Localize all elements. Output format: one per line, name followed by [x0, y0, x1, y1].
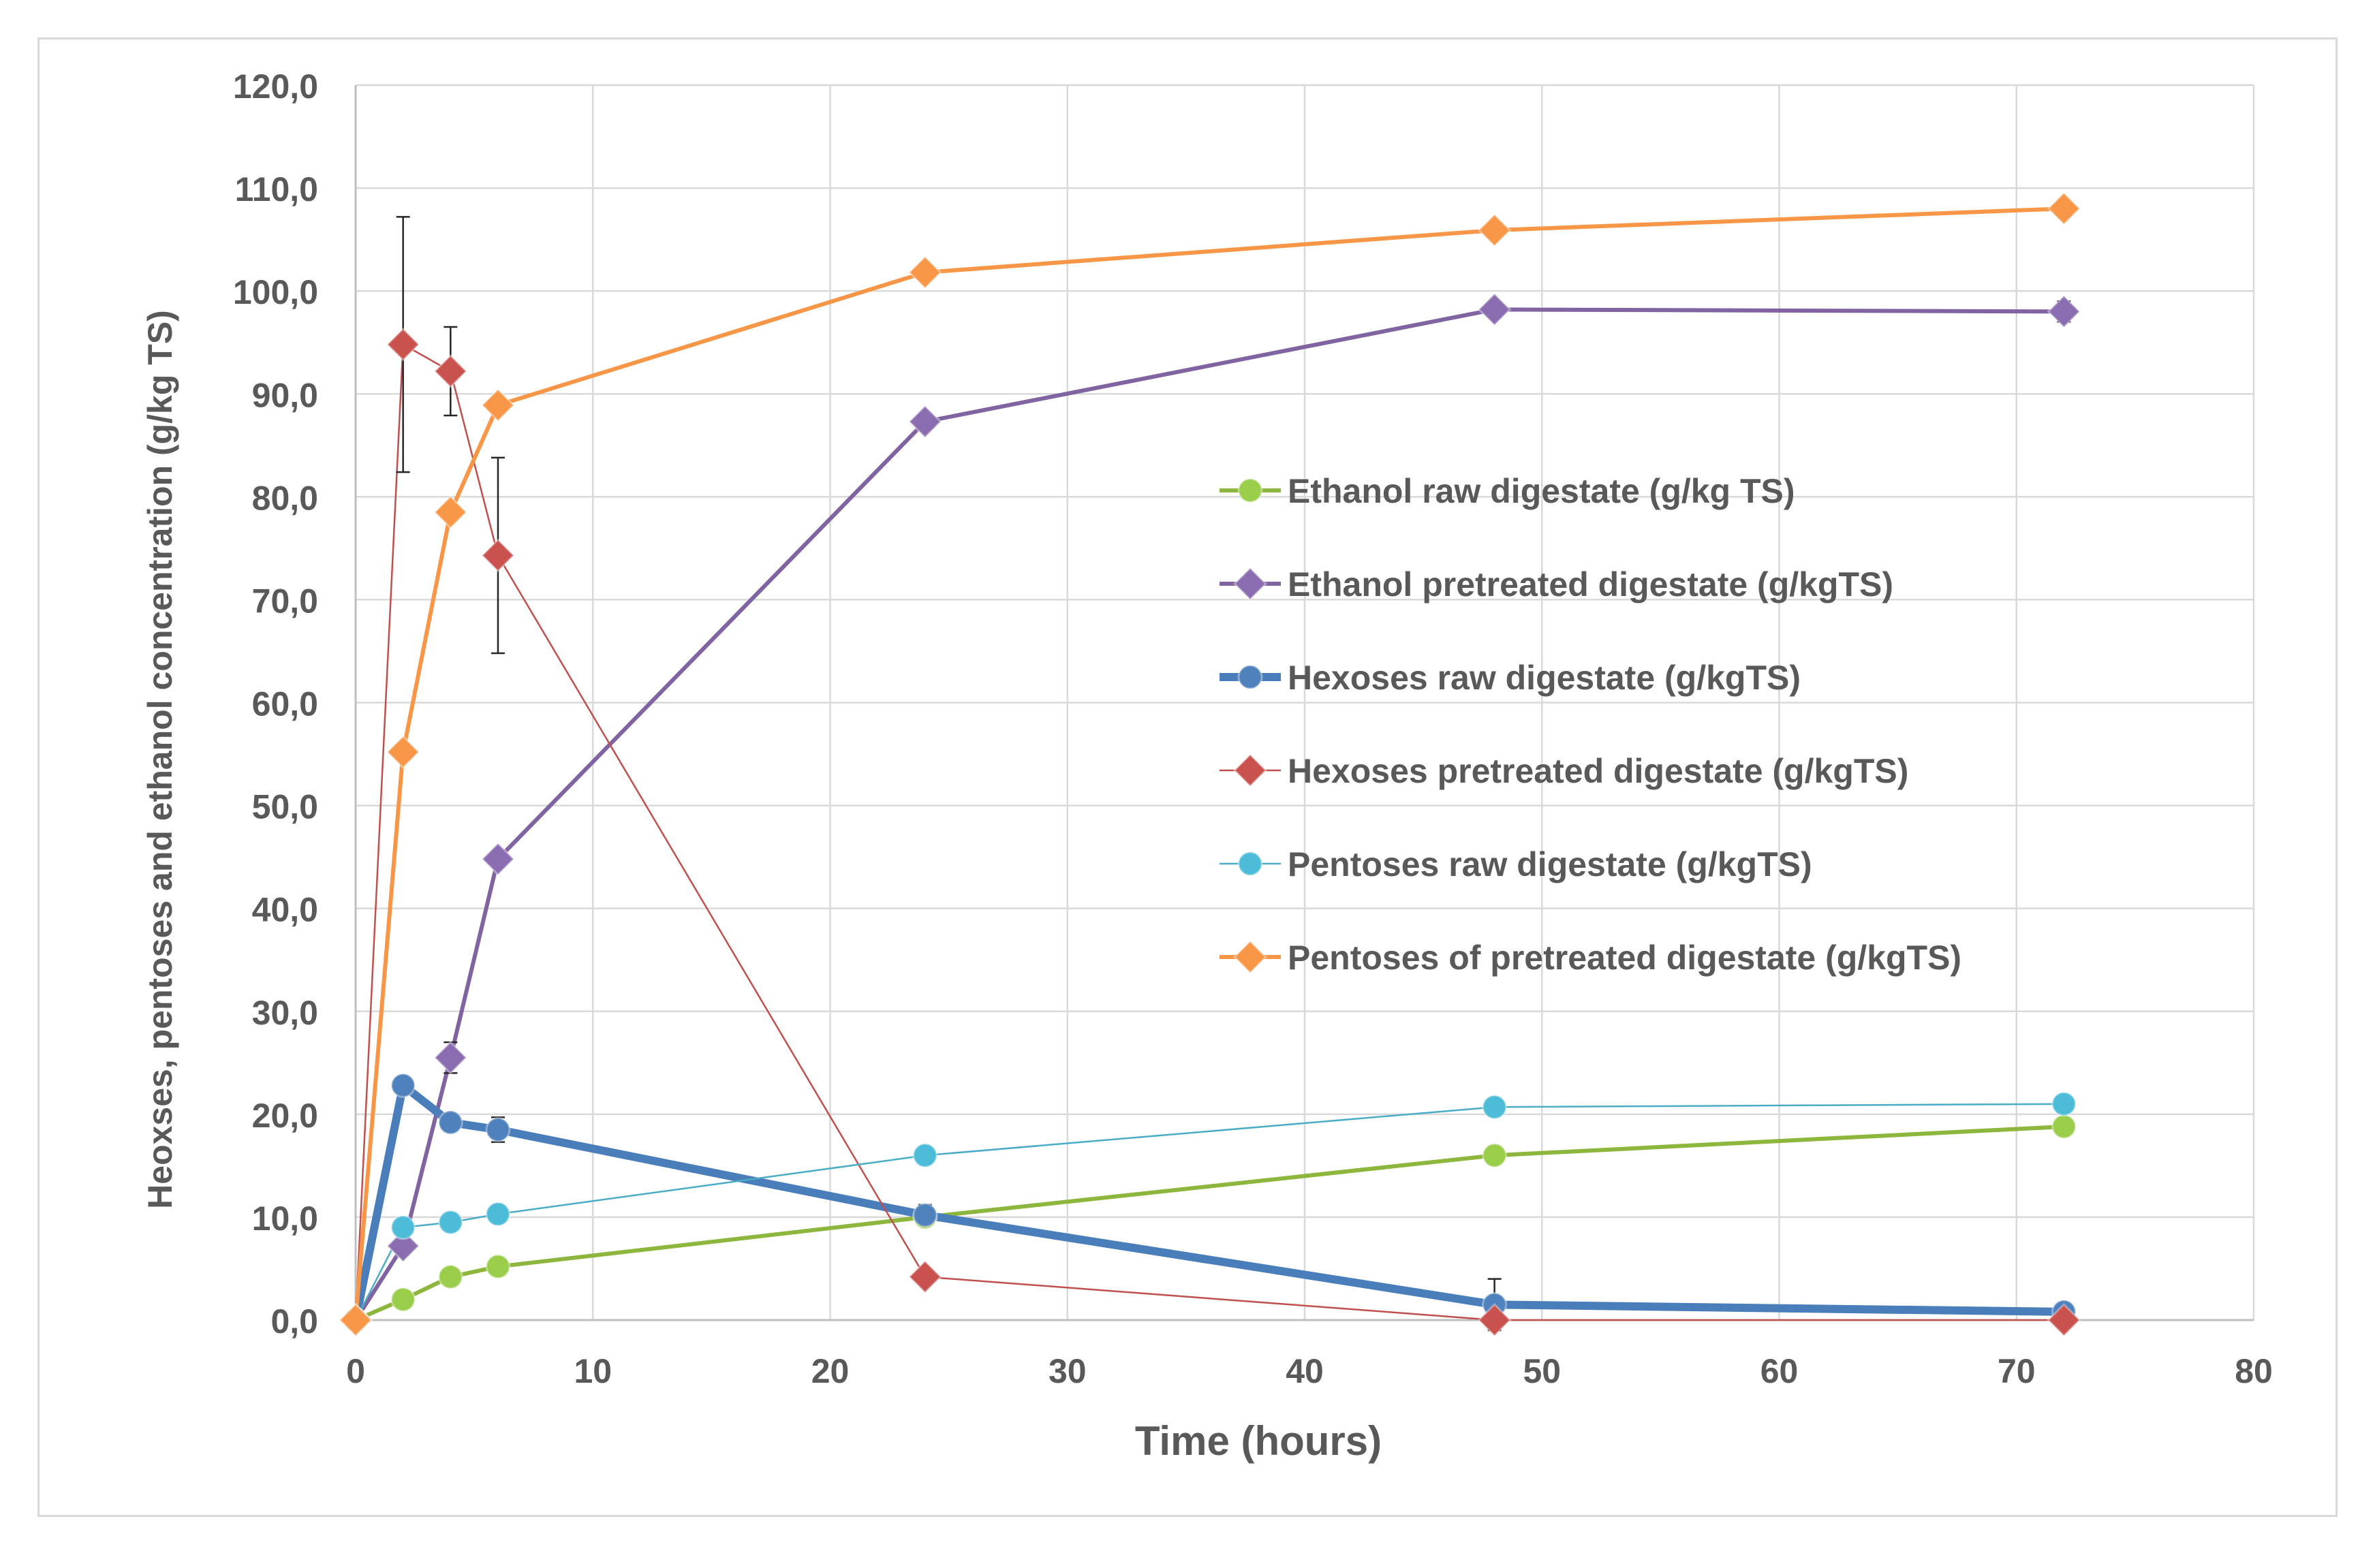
data-point-series-5 — [1482, 1094, 1508, 1120]
legend-label-5: Pentoses raw digestate (g/kgTS) — [1288, 845, 1812, 883]
data-point-series-5 — [390, 1214, 416, 1240]
legend-marker-3 — [1237, 664, 1263, 690]
y-tick-label: 110,0 — [235, 170, 318, 208]
data-point-series-4 — [433, 354, 468, 389]
data-point-series-4 — [386, 327, 420, 362]
legend-label-2: Ethanol pretreated digestate (g/kgTS) — [1288, 565, 1893, 603]
data-point-series-6 — [433, 495, 468, 530]
y-tick-labels: 0,0 10,0 20,0 30,0 40,0 50,0 60,0 70,0 80,0 90,0 1… — [233, 67, 318, 1340]
data-point-series-6 — [2047, 191, 2081, 226]
data-point-series-5 — [437, 1209, 463, 1235]
legend-marker-2 — [1232, 566, 1268, 601]
data-point-series-2 — [386, 1229, 420, 1264]
chart-frame — [37, 37, 2338, 1517]
series-line-2 — [354, 307, 2066, 1322]
y-tick-label: 70,0 — [252, 582, 318, 620]
data-point-series-4 — [907, 1259, 942, 1294]
data-point-series-6 — [480, 388, 516, 422]
data-point-series-4 — [480, 538, 516, 573]
data-point-series-1 — [2051, 1114, 2077, 1140]
legend: Ethanol raw digestate (g/kg TS) Ethanol p… — [1220, 472, 1961, 977]
series-line-3 — [352, 1081, 2068, 1324]
y-tick-label: 0,0 — [270, 1302, 318, 1340]
data-point-series-1 — [485, 1253, 511, 1279]
legend-label-6: Pentoses of pretreated digestate (g/kgTS… — [1288, 939, 1961, 977]
y-tick-label: 20,0 — [252, 1097, 318, 1135]
x-tick-label: 60 — [1760, 1352, 1799, 1390]
legend-label-3: Hexoses raw digestate (g/kgTS) — [1288, 659, 1801, 697]
legend-marker-4 — [1232, 753, 1268, 788]
x-tick-label: 20 — [811, 1352, 850, 1390]
data-point-series-5 — [485, 1201, 511, 1227]
y-tick-label: 30,0 — [252, 994, 318, 1032]
data-point-series-6 — [1477, 213, 1512, 248]
grid — [356, 84, 2255, 1321]
y-tick-label: 10,0 — [252, 1199, 318, 1238]
x-tick-label: 10 — [574, 1352, 612, 1390]
x-tick-label: 80 — [2235, 1352, 2273, 1390]
x-tick-label: 40 — [1286, 1352, 1324, 1390]
data-markers — [338, 191, 2081, 1338]
y-tick-label: 120,0 — [233, 67, 318, 106]
data-point-series-2 — [907, 404, 942, 439]
x-tick-label: 70 — [1998, 1352, 2036, 1390]
data-point-series-1 — [437, 1264, 463, 1290]
legend-marker-5 — [1237, 851, 1263, 877]
legend-label-4: Hexoses pretreated digestate (g/kgTS) — [1288, 752, 1908, 790]
y-tick-label: 80,0 — [252, 479, 318, 517]
y-tick-label: 90,0 — [252, 376, 318, 414]
legend-marker-1 — [1237, 477, 1263, 503]
data-point-series-5 — [2051, 1091, 2077, 1117]
data-point-series-3 — [485, 1116, 511, 1142]
data-point-series-4 — [1477, 1302, 1512, 1338]
data-point-series-1 — [1482, 1142, 1508, 1168]
data-point-series-2 — [480, 842, 516, 877]
y-axis-label: Heoxses, pentoses and ethanol concentrat… — [141, 310, 179, 1209]
y-tick-label: 100,0 — [233, 273, 318, 311]
data-point-series-2 — [433, 1040, 468, 1075]
y-tick-label: 60,0 — [252, 685, 318, 723]
y-tick-label: 50,0 — [252, 788, 318, 826]
x-tick-label: 0 — [346, 1352, 365, 1390]
legend-marker-6 — [1232, 939, 1268, 975]
x-tick-label: 50 — [1523, 1352, 1561, 1390]
data-point-series-6 — [338, 1302, 373, 1338]
data-point-series-1 — [390, 1287, 416, 1313]
x-axis-label: Time (hours) — [1135, 1418, 1382, 1464]
data-point-series-3 — [390, 1073, 416, 1099]
data-point-series-3 — [912, 1202, 938, 1228]
x-tick-labels: 0 10 20 30 40 50 60 70 80 — [346, 1352, 2273, 1390]
series-line-4 — [354, 343, 2065, 1321]
data-point-series-4 — [2047, 1302, 2081, 1338]
data-point-series-6 — [386, 734, 420, 770]
x-tick-label: 30 — [1049, 1352, 1087, 1390]
data-point-series-2 — [1477, 292, 1512, 327]
data-point-series-5 — [912, 1142, 938, 1168]
series-line-5 — [354, 1103, 2065, 1321]
y-tick-label: 40,0 — [252, 891, 318, 929]
legend-label-1: Ethanol raw digestate (g/kg TS) — [1288, 472, 1795, 510]
data-point-series-6 — [907, 255, 942, 290]
data-point-series-3 — [437, 1110, 463, 1135]
data-point-series-2 — [2047, 294, 2081, 329]
